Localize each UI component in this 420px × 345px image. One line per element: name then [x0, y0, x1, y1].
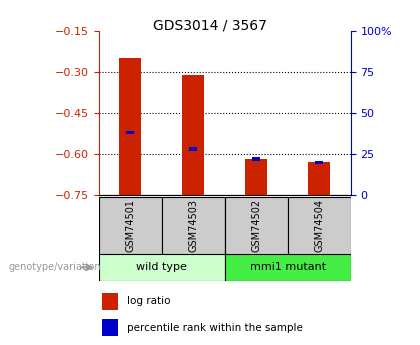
Bar: [119, 58, 141, 195]
Bar: [288, 197, 351, 254]
Bar: [225, 254, 351, 281]
Text: GSM74503: GSM74503: [188, 199, 198, 252]
Text: log ratio: log ratio: [127, 296, 171, 306]
Bar: [126, 131, 134, 134]
Bar: [189, 147, 197, 151]
Bar: [308, 162, 330, 195]
Bar: [315, 160, 323, 164]
Text: wild type: wild type: [136, 263, 187, 272]
Text: genotype/variation: genotype/variation: [8, 263, 101, 272]
Text: GSM74502: GSM74502: [251, 199, 261, 252]
Bar: [252, 157, 260, 160]
Bar: [102, 319, 118, 336]
Bar: [182, 75, 204, 195]
Bar: [245, 159, 267, 195]
Bar: [225, 197, 288, 254]
Text: GSM74501: GSM74501: [125, 199, 135, 252]
Bar: [102, 293, 118, 309]
Text: percentile rank within the sample: percentile rank within the sample: [127, 323, 303, 333]
Bar: [162, 197, 225, 254]
Text: GSM74504: GSM74504: [314, 199, 324, 252]
Text: GDS3014 / 3567: GDS3014 / 3567: [153, 19, 267, 33]
Text: mmi1 mutant: mmi1 mutant: [249, 263, 326, 272]
Bar: [99, 254, 225, 281]
Bar: [99, 197, 162, 254]
